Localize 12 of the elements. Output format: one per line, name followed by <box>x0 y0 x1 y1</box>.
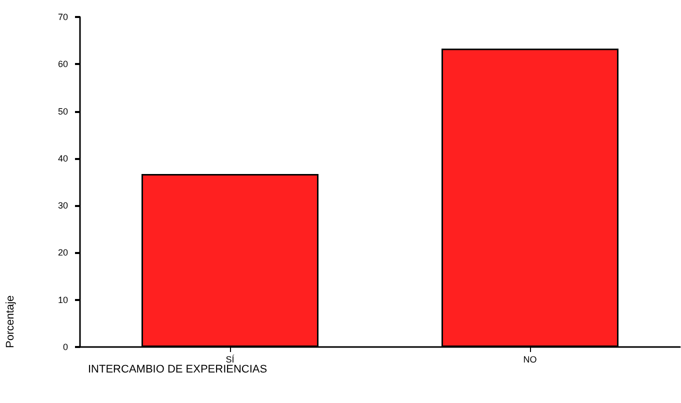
y-tick-label: 50 <box>58 106 68 116</box>
y-tick-label: 0 <box>62 342 68 352</box>
y-axis-title: Porcentaje <box>4 295 16 348</box>
x-tick-label: NO <box>523 354 537 364</box>
y-tick-label: 10 <box>58 294 68 305</box>
x-axis-title: INTERCAMBIO DE EXPERIENCIAS <box>88 364 268 376</box>
y-tick-label: 70 <box>58 12 68 22</box>
y-tick-label: 30 <box>58 200 68 211</box>
y-tick-label: 40 <box>58 153 68 164</box>
y-tick-label: 60 <box>58 59 68 70</box>
y-tick-label: 20 <box>58 248 68 258</box>
x-tick-label: SÍ <box>226 354 235 364</box>
